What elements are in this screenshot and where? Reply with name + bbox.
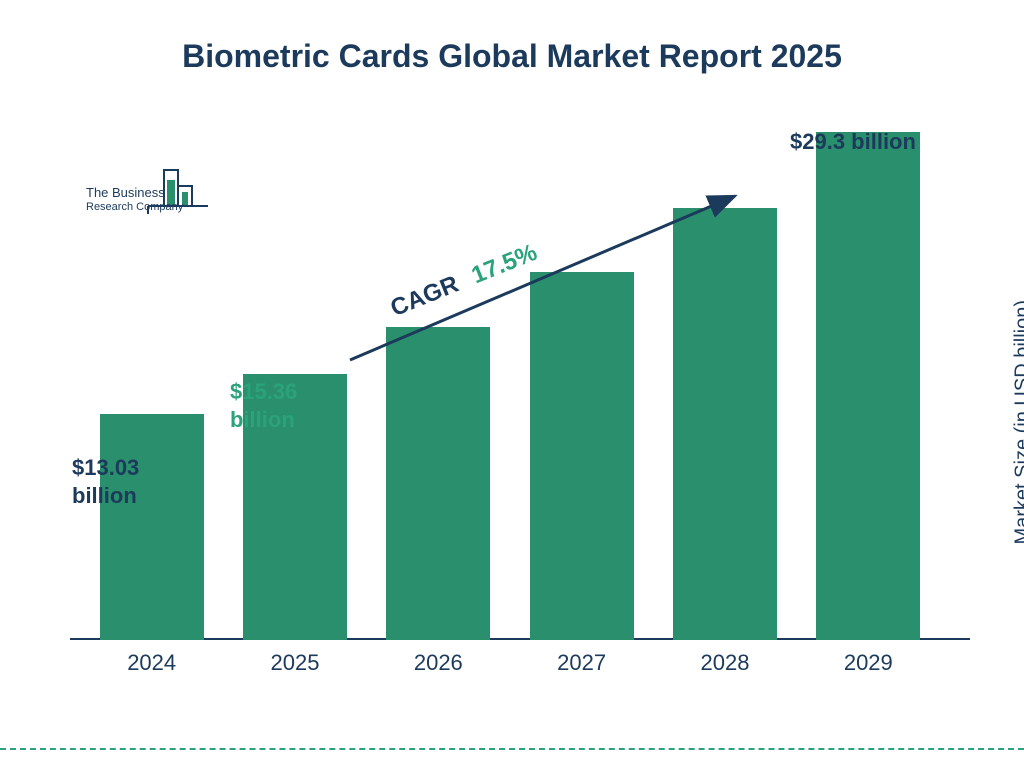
x-axis-tick-label: 2027 [510,644,653,680]
bar [673,208,777,640]
bar [816,132,920,640]
bottom-dashed-line [0,748,1024,750]
x-axis-tick-label: 2024 [80,644,223,680]
bar [530,272,634,640]
bar-slot [797,132,940,640]
bar-slot [367,327,510,640]
bar-value-label: $15.36billion [230,378,297,433]
bar [386,327,490,640]
bar-slot [80,414,223,640]
bar-slot [510,272,653,640]
x-axis-tick-label: 2025 [223,644,366,680]
chart-title: Biometric Cards Global Market Report 202… [0,38,1024,75]
bar-value-label: $29.3 billion [790,128,916,156]
x-axis-tick-label: 2028 [653,644,796,680]
bar-value-label: $13.03billion [72,454,139,509]
x-axis-labels: 202420252026202720282029 [80,644,940,680]
bar [100,414,204,640]
y-axis-label: Market Size (in USD billion) [1012,300,1024,545]
x-axis-tick-label: 2026 [367,644,510,680]
bars-container [80,120,940,640]
bar-slot [653,208,796,640]
chart-area: 202420252026202720282029 [80,120,940,680]
x-axis-tick-label: 2029 [797,644,940,680]
